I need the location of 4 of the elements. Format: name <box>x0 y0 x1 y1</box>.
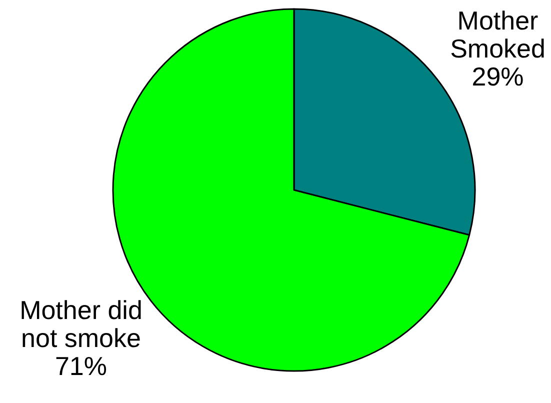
slice-label: Mother Smoked <box>450 5 546 64</box>
data-label: 71% <box>54 351 108 382</box>
slice-label: Mother did not smoke <box>20 295 142 354</box>
data-label: 29% <box>472 61 524 92</box>
